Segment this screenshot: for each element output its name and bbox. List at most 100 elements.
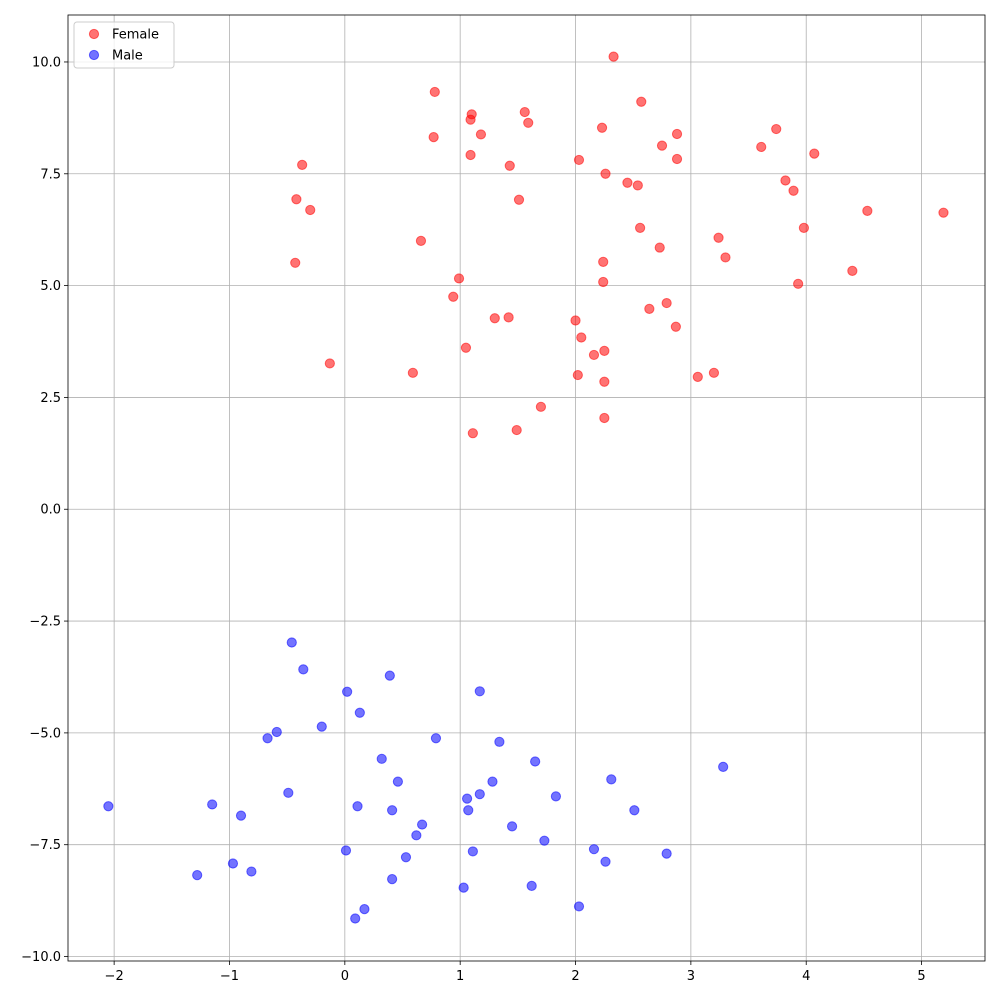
point-female [720, 252, 731, 263]
plot-points [103, 51, 949, 924]
point-female [771, 123, 782, 135]
point-female [671, 153, 683, 165]
point-female [460, 342, 472, 353]
point-female [573, 154, 585, 166]
point-male [227, 858, 239, 869]
point-female [297, 159, 308, 170]
x-tick-label: 0 [341, 969, 349, 984]
point-male [352, 801, 363, 812]
point-male [359, 904, 370, 915]
point-male [262, 733, 273, 744]
legend: Female Male [73, 21, 175, 69]
y-tick-label: 5.0 [40, 279, 61, 294]
point-female [596, 122, 608, 133]
point-male [417, 819, 428, 830]
point-female [465, 114, 476, 125]
point-female [523, 117, 534, 128]
point-female [588, 349, 600, 361]
point-male [387, 805, 398, 816]
point-male [526, 880, 537, 891]
point-female [407, 367, 418, 378]
point-male [461, 793, 473, 804]
point-male [103, 801, 114, 812]
grid [68, 15, 985, 961]
point-male [467, 846, 478, 857]
point-female [788, 185, 799, 196]
point-male [207, 799, 218, 810]
point-male [463, 805, 474, 816]
point-female [504, 160, 515, 171]
point-female [798, 222, 810, 234]
point-male [376, 753, 387, 764]
point-female [598, 276, 609, 288]
legend-marker-female [88, 28, 100, 40]
point-male [550, 791, 562, 802]
point-female [708, 367, 720, 378]
point-female [809, 148, 820, 159]
point-male [400, 852, 412, 863]
y-tick-label: −5.0 [29, 726, 61, 741]
point-female [862, 205, 873, 217]
point-female [600, 168, 611, 179]
point-female [572, 369, 583, 381]
series-female [290, 51, 949, 439]
x-axis: −2 −1 0 1 2 3 4 5 [105, 961, 926, 984]
point-female [415, 235, 427, 246]
point-male [600, 856, 611, 867]
point-female [756, 141, 767, 153]
y-axis: −10.0 −7.5 −5.0 −2.5 0.0 2.5 5.0 7.5 10.0 [21, 55, 68, 965]
point-female [713, 232, 724, 243]
x-tick-label: 5 [917, 969, 925, 984]
point-female [570, 315, 581, 326]
y-tick-label: 7.5 [40, 167, 61, 182]
point-female [692, 371, 703, 382]
point-male [506, 821, 518, 832]
y-tick-label: 0.0 [40, 503, 61, 518]
point-female [632, 180, 643, 191]
point-male [387, 874, 398, 885]
legend-marker-male [88, 49, 100, 61]
point-female [599, 376, 610, 387]
point-female [453, 273, 465, 284]
point-male [340, 845, 352, 856]
point-female [503, 312, 514, 323]
point-male [354, 707, 365, 718]
x-tick-label: 3 [687, 969, 695, 984]
point-female [475, 129, 487, 140]
point-female [576, 332, 587, 343]
point-female [793, 278, 804, 289]
point-male [298, 664, 309, 675]
point-male [629, 805, 640, 816]
point-male [411, 830, 422, 841]
point-male [430, 733, 442, 744]
point-female [636, 96, 647, 107]
x-tick-label: 4 [802, 969, 810, 984]
point-female [519, 106, 530, 118]
point-female [780, 175, 791, 186]
point-female [671, 128, 683, 140]
point-male [384, 670, 395, 681]
point-male [271, 726, 282, 738]
point-male [342, 686, 353, 697]
legend-label-female: Female [112, 28, 159, 43]
point-female [428, 132, 439, 143]
plot-frame [67, 14, 986, 962]
point-female [511, 424, 522, 436]
x-tick-label: 1 [456, 969, 464, 984]
point-female [290, 257, 301, 268]
point-male [235, 810, 247, 821]
point-female [305, 204, 316, 216]
point-female [608, 51, 619, 62]
point-male [494, 736, 505, 747]
point-male [246, 866, 257, 877]
x-tick-label: −1 [220, 969, 239, 984]
point-female [599, 345, 610, 357]
point-male [474, 686, 485, 697]
point-male [316, 721, 327, 732]
point-male [573, 901, 585, 912]
point-male [487, 776, 498, 787]
point-female [847, 265, 858, 276]
point-male [718, 761, 729, 772]
